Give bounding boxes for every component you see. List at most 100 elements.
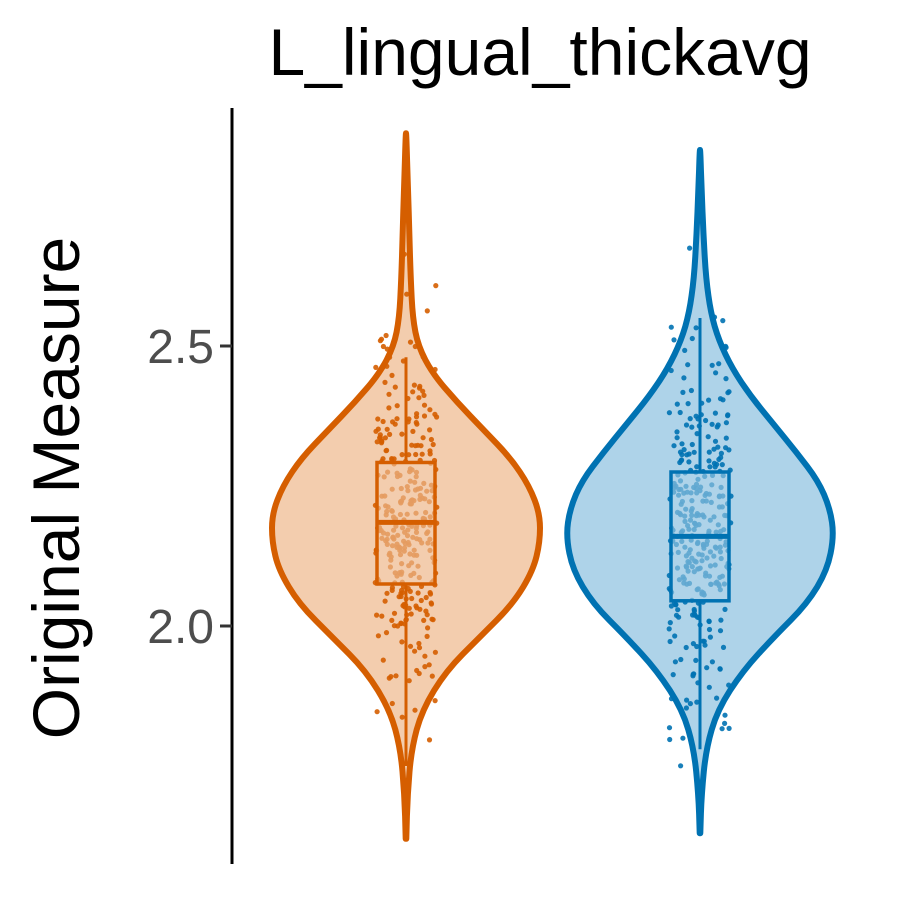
data-point	[399, 431, 405, 437]
data-point	[384, 590, 390, 596]
data-point	[428, 601, 435, 607]
data-point	[689, 441, 695, 448]
data-point	[666, 410, 673, 416]
data-point	[693, 657, 699, 664]
data-point	[677, 409, 683, 416]
data-point	[411, 382, 417, 388]
data-point	[378, 336, 385, 342]
data-point	[670, 672, 676, 678]
data-point	[412, 648, 418, 654]
data-point	[706, 618, 712, 625]
data-point	[712, 438, 719, 444]
data-point	[685, 362, 691, 368]
data-point	[389, 700, 395, 707]
data-point	[711, 314, 718, 320]
data-point	[718, 454, 724, 461]
data-point	[416, 645, 423, 651]
data-point	[380, 418, 386, 425]
data-point	[687, 416, 693, 422]
data-point	[689, 424, 695, 430]
data-point	[679, 452, 685, 458]
data-point	[694, 699, 700, 705]
data-point	[671, 337, 677, 343]
data-point	[432, 649, 438, 655]
data-point	[383, 332, 389, 339]
data-point	[685, 401, 691, 407]
data-point	[706, 626, 713, 633]
data-point	[412, 707, 418, 713]
data-point	[672, 659, 679, 665]
data-point	[688, 387, 695, 394]
data-point	[404, 291, 410, 297]
data-point	[415, 590, 421, 596]
data-point	[678, 458, 684, 464]
data-point	[709, 421, 715, 427]
data-point	[374, 612, 380, 618]
data-point	[380, 343, 386, 350]
data-point	[416, 640, 422, 647]
data-point	[412, 343, 418, 350]
data-point	[413, 414, 420, 420]
data-point	[683, 644, 689, 651]
data-point	[725, 412, 731, 418]
data-point	[374, 709, 380, 715]
data-point	[403, 602, 409, 608]
data-point	[707, 464, 713, 470]
data-point	[687, 701, 694, 707]
data-point	[430, 617, 436, 623]
data-point	[692, 612, 698, 618]
data-point	[694, 643, 700, 650]
data-point	[695, 680, 701, 686]
data-point	[718, 450, 725, 456]
data-point	[424, 308, 430, 314]
data-point	[705, 434, 711, 440]
data-point	[374, 439, 380, 445]
data-point	[421, 402, 428, 408]
data-point	[427, 451, 433, 457]
data-point	[427, 591, 434, 597]
data-point	[722, 720, 728, 727]
data-point	[419, 451, 425, 457]
data-point	[694, 464, 700, 470]
data-point	[726, 682, 732, 688]
data-point	[680, 735, 686, 741]
data-point	[404, 612, 410, 618]
violins	[269, 130, 836, 842]
data-point	[683, 705, 690, 711]
data-point	[413, 451, 419, 458]
data-point	[387, 354, 393, 360]
data-point	[694, 431, 700, 437]
data-point	[717, 396, 724, 402]
data-point	[672, 633, 678, 639]
data-point	[707, 634, 714, 640]
data-point	[420, 354, 426, 360]
chart-title: L_lingual_thickavg	[268, 15, 812, 89]
data-point	[686, 459, 692, 465]
data-point	[427, 407, 433, 413]
data-point	[717, 628, 724, 634]
data-point	[704, 665, 710, 671]
data-point	[384, 346, 390, 352]
data-point	[718, 617, 724, 623]
data-point	[409, 595, 415, 602]
data-point	[690, 673, 696, 679]
data-point	[674, 435, 680, 441]
data-point	[417, 606, 423, 612]
data-point	[711, 460, 718, 466]
data-point	[720, 644, 727, 651]
data-point	[382, 435, 388, 441]
data-point	[399, 714, 405, 720]
data-point	[421, 617, 427, 624]
data-point	[713, 370, 719, 376]
data-point	[422, 664, 428, 670]
data-point	[426, 737, 433, 743]
data-point	[668, 696, 675, 702]
data-point	[681, 375, 687, 381]
data-point	[679, 441, 685, 447]
data-point	[715, 444, 721, 450]
data-point	[420, 388, 426, 394]
data-point	[711, 446, 717, 452]
data-point	[399, 639, 405, 645]
data-point	[405, 585, 411, 592]
